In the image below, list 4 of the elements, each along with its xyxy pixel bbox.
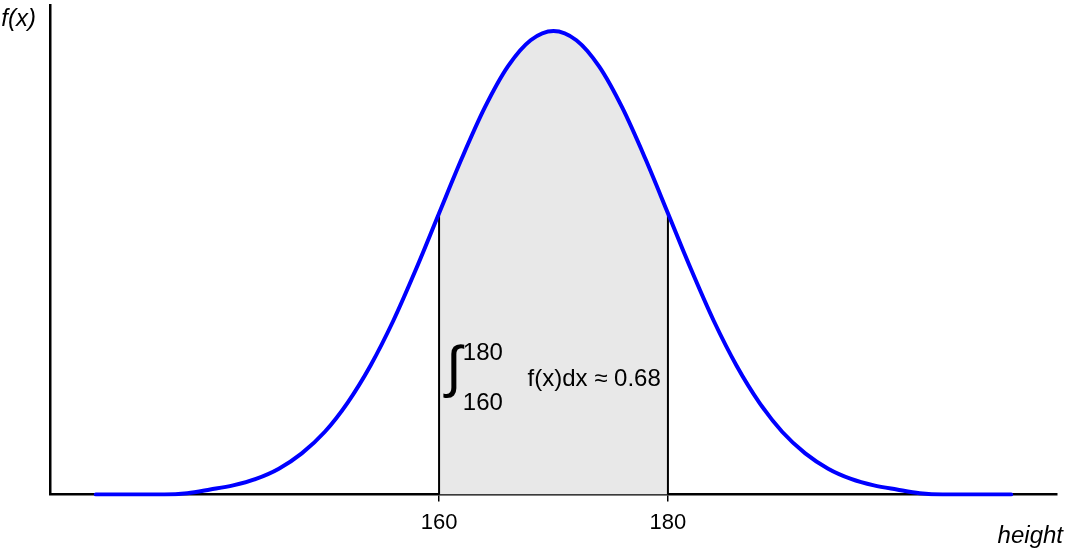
- x-tick-label: 160: [420, 508, 458, 534]
- x-tick-label: 180: [649, 508, 687, 534]
- x-axis-title: height: [997, 520, 1065, 548]
- y-axis-title: f(x): [1, 3, 36, 31]
